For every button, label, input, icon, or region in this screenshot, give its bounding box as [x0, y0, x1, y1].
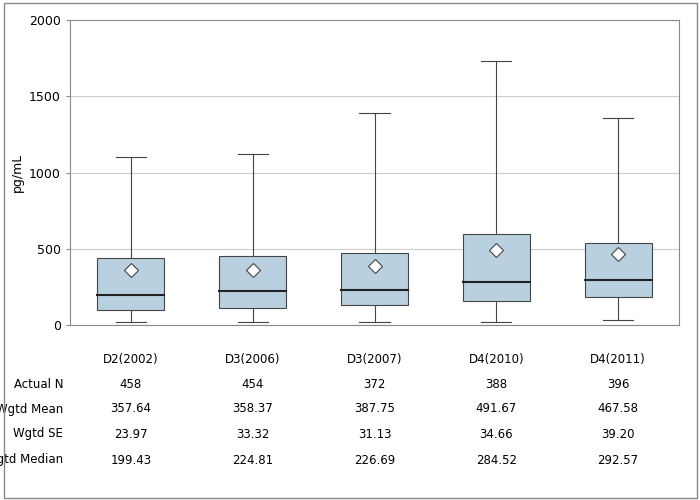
Text: 284.52: 284.52: [476, 454, 517, 466]
Text: 387.75: 387.75: [354, 402, 395, 415]
Text: 224.81: 224.81: [232, 454, 273, 466]
Text: 454: 454: [241, 378, 264, 390]
Text: D4(2010): D4(2010): [468, 352, 524, 366]
Text: 39.20: 39.20: [601, 428, 635, 440]
Bar: [97, 258, 164, 310]
Text: 396: 396: [607, 378, 629, 390]
Text: 31.13: 31.13: [358, 428, 391, 440]
Bar: [219, 256, 286, 308]
Text: 372: 372: [363, 378, 386, 390]
Text: 292.57: 292.57: [598, 454, 638, 466]
Text: 23.97: 23.97: [114, 428, 148, 440]
Text: 199.43: 199.43: [111, 454, 151, 466]
Bar: [341, 252, 408, 305]
Text: Actual N: Actual N: [13, 378, 63, 390]
Text: D4(2011): D4(2011): [590, 352, 646, 366]
Text: 491.67: 491.67: [476, 402, 517, 415]
Text: Wgtd Median: Wgtd Median: [0, 454, 63, 466]
Text: 357.64: 357.64: [111, 402, 151, 415]
Text: D2(2002): D2(2002): [103, 352, 159, 366]
Text: D3(2007): D3(2007): [346, 352, 402, 366]
Y-axis label: pg/mL: pg/mL: [10, 153, 24, 192]
Text: 34.66: 34.66: [480, 428, 513, 440]
Text: 458: 458: [120, 378, 142, 390]
Text: D3(2006): D3(2006): [225, 352, 281, 366]
Text: 33.32: 33.32: [236, 428, 270, 440]
Bar: [584, 244, 652, 297]
Text: 358.37: 358.37: [232, 402, 273, 415]
Text: 388: 388: [485, 378, 508, 390]
Bar: [463, 234, 530, 302]
Text: Wgtd SE: Wgtd SE: [13, 428, 63, 440]
Text: Wgtd Mean: Wgtd Mean: [0, 402, 63, 415]
Text: 226.69: 226.69: [354, 454, 395, 466]
Text: 467.58: 467.58: [598, 402, 638, 415]
